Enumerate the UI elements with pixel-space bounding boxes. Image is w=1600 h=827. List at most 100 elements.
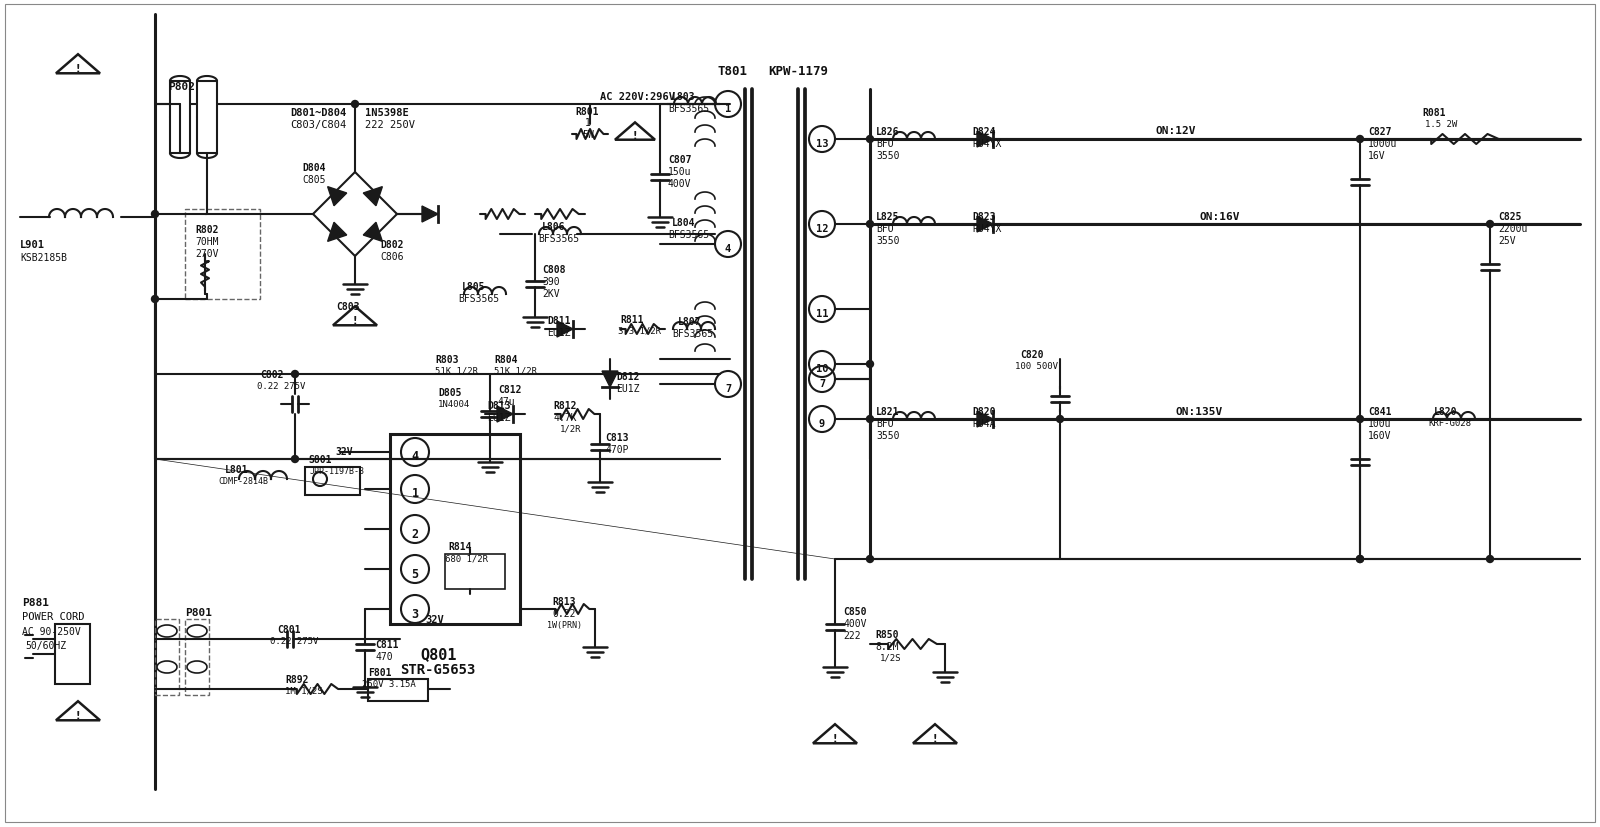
Text: 160V: 160V — [1368, 431, 1392, 441]
Text: EU1Z: EU1Z — [486, 413, 510, 423]
Polygon shape — [363, 223, 382, 242]
Text: 2: 2 — [411, 527, 419, 540]
Text: CDMF-2814B: CDMF-2814B — [218, 476, 269, 485]
Text: 9: 9 — [819, 418, 826, 428]
Circle shape — [867, 222, 874, 228]
Text: R811: R811 — [621, 314, 643, 325]
Polygon shape — [978, 412, 994, 428]
Text: D801~D804: D801~D804 — [290, 108, 346, 118]
Text: 0.22 275V: 0.22 275V — [258, 381, 306, 390]
Text: 0.22: 0.22 — [552, 609, 576, 619]
Text: L825: L825 — [877, 212, 899, 222]
Text: L801: L801 — [226, 465, 248, 475]
Text: D804: D804 — [302, 163, 325, 173]
Text: !: ! — [75, 64, 80, 74]
Circle shape — [352, 102, 358, 108]
Bar — [54, 624, 90, 684]
Text: AC 90-250V: AC 90-250V — [22, 626, 80, 636]
Text: KPW-1179: KPW-1179 — [768, 65, 829, 78]
Text: BFO: BFO — [877, 139, 894, 149]
Text: C813: C813 — [605, 433, 629, 442]
Text: BFS3565: BFS3565 — [669, 230, 709, 240]
Text: BFS3565: BFS3565 — [458, 294, 499, 304]
Text: D813: D813 — [486, 400, 510, 410]
Text: ON:12V: ON:12V — [1155, 126, 1195, 136]
Text: 12: 12 — [816, 224, 829, 234]
Text: 1: 1 — [586, 118, 590, 128]
Bar — [186, 619, 210, 696]
Text: L804: L804 — [672, 218, 696, 227]
Text: 3550: 3550 — [877, 151, 899, 160]
Circle shape — [1357, 136, 1363, 143]
Text: C850: C850 — [843, 606, 867, 616]
Text: !: ! — [832, 733, 837, 743]
Text: 1/2S: 1/2S — [880, 653, 901, 662]
Bar — [197, 82, 218, 154]
Text: C808: C808 — [542, 265, 565, 275]
Text: 1N5398E: 1N5398E — [365, 108, 408, 118]
Text: R081: R081 — [1422, 108, 1445, 118]
Text: Q801: Q801 — [419, 646, 456, 662]
Text: 2200u: 2200u — [1498, 224, 1528, 234]
Text: R804: R804 — [494, 355, 517, 365]
Polygon shape — [363, 188, 382, 207]
Text: D811: D811 — [547, 316, 571, 326]
Text: R892: R892 — [285, 674, 309, 684]
Text: 150u: 150u — [669, 167, 691, 177]
Text: R813: R813 — [552, 596, 576, 606]
Text: 0.22 275V: 0.22 275V — [270, 636, 318, 645]
Bar — [170, 82, 190, 154]
Text: C803/C804: C803/C804 — [290, 120, 346, 130]
Text: R812: R812 — [554, 400, 576, 410]
Text: 270V: 270V — [195, 249, 219, 259]
Text: L805: L805 — [462, 282, 485, 292]
Text: BFS3565: BFS3565 — [538, 234, 579, 244]
Text: 222: 222 — [843, 630, 861, 640]
Text: D824: D824 — [973, 127, 995, 136]
Text: 5: 5 — [411, 566, 419, 580]
Text: C827: C827 — [1368, 127, 1392, 136]
Text: R814: R814 — [448, 542, 472, 552]
Text: L803: L803 — [672, 92, 696, 102]
Text: !: ! — [933, 733, 938, 743]
Text: 100u: 100u — [1368, 418, 1392, 428]
Circle shape — [152, 296, 158, 304]
Text: 13: 13 — [816, 139, 829, 149]
Bar — [390, 434, 520, 624]
Text: 32V: 32V — [334, 447, 352, 457]
Polygon shape — [978, 217, 994, 232]
Circle shape — [291, 371, 299, 378]
Text: KRF-G028: KRF-G028 — [1429, 418, 1470, 428]
Text: 11: 11 — [816, 308, 829, 318]
Text: 70HM: 70HM — [195, 237, 219, 246]
Text: EU1Z: EU1Z — [547, 327, 571, 337]
Text: POWER CORD: POWER CORD — [22, 611, 85, 621]
Text: AC 220V:296V: AC 220V:296V — [600, 92, 675, 102]
Text: S801: S801 — [307, 455, 331, 465]
Text: STR-G5653: STR-G5653 — [400, 662, 475, 676]
Text: 222 250V: 222 250V — [365, 120, 414, 130]
Text: C802: C802 — [259, 370, 283, 380]
Text: 2KV: 2KV — [542, 289, 560, 299]
Text: 3.3 1/2R: 3.3 1/2R — [618, 327, 661, 336]
Text: 4: 4 — [725, 244, 731, 254]
Circle shape — [1056, 416, 1064, 423]
Text: R850: R850 — [875, 629, 899, 639]
Text: 7: 7 — [819, 379, 826, 389]
Bar — [445, 554, 506, 590]
Text: 1/2R: 1/2R — [560, 424, 581, 433]
Text: BFS3565: BFS3565 — [672, 328, 714, 338]
Text: ON:135V: ON:135V — [1174, 407, 1222, 417]
Text: 3: 3 — [411, 607, 419, 619]
Text: C825: C825 — [1498, 212, 1522, 222]
Circle shape — [867, 556, 874, 563]
Text: 1: 1 — [725, 104, 731, 114]
Text: !: ! — [632, 131, 637, 141]
Text: 4.7K: 4.7K — [554, 413, 576, 423]
Circle shape — [1357, 556, 1363, 563]
Text: L807: L807 — [678, 317, 701, 327]
Polygon shape — [602, 371, 618, 388]
Text: 4: 4 — [411, 450, 419, 463]
Text: R801: R801 — [574, 107, 598, 117]
Polygon shape — [422, 207, 438, 222]
